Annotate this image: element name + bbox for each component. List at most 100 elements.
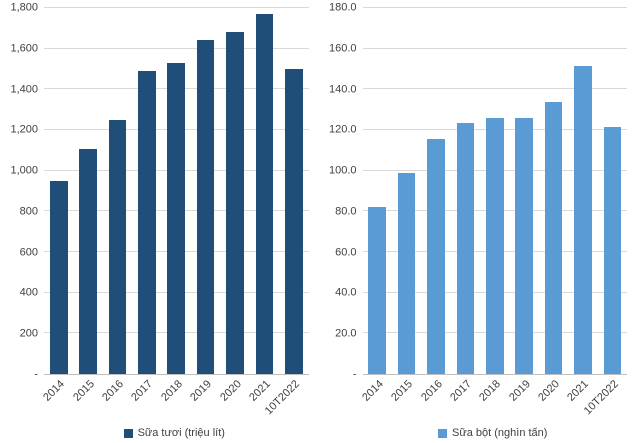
gridline	[362, 47, 627, 49]
y-tick-label: -	[352, 368, 357, 381]
bar-2019	[515, 117, 533, 374]
y-tick-label: 1,200	[10, 123, 38, 136]
y-tick-label: 1,600	[10, 42, 38, 55]
x-slot: 2019	[507, 375, 538, 423]
x-slot: 2016	[100, 375, 132, 423]
y-tick-label: 40.0	[335, 286, 357, 299]
bar-slot	[132, 8, 161, 374]
chart-sua-bot: - 20.0 40.0 60.0 80.0 100.0 120.0 140.0 160.0 180…	[319, 0, 637, 443]
bar-10T2022	[603, 126, 622, 374]
y-tick-label: -	[34, 368, 38, 381]
y-tick-label: 800	[19, 205, 38, 218]
legend-swatch	[438, 428, 448, 438]
y-tick-label: 80.0	[335, 205, 357, 218]
x-slot: 2015	[389, 375, 421, 423]
y-tick-label: 160.0	[328, 42, 357, 55]
y-tick-label: 400	[19, 286, 38, 299]
y-tick-label: 140.0	[328, 83, 357, 96]
bar-slot	[451, 8, 480, 374]
bar-series-sua-tuoi	[44, 8, 309, 374]
y-tick-label: 60.0	[335, 246, 357, 259]
bar-2020	[226, 32, 244, 374]
x-axis-label: 2015	[70, 378, 97, 404]
bar-slot	[539, 8, 568, 374]
bar-2016	[108, 119, 127, 374]
y-tick-label: 120.0	[328, 123, 357, 136]
x-axis: 2014 2015 2016 2017 2018 2019 2020 2021 10T2022	[41, 375, 309, 423]
x-axis-label: 2016	[418, 378, 445, 404]
plot-row: - 20.0 40.0 60.0 80.0 100.0 120.0 140.0 160.0 180…	[319, 2, 637, 380]
x-slot: 2015	[70, 375, 102, 423]
gridline	[44, 7, 309, 8]
x-axis-label: 2015	[389, 378, 416, 404]
bar-2015	[79, 149, 97, 374]
x-axis-label: 2021	[247, 378, 273, 404]
bar-slot	[509, 8, 538, 374]
bar-slot	[250, 8, 279, 374]
x-slot: 10T2022	[263, 375, 308, 423]
x-axis: 2014 2015 2016 2017 2018 2019 2020 2021 10T2022	[359, 375, 628, 423]
x-slot: 2017	[129, 375, 161, 423]
bar-2019	[196, 39, 215, 374]
plot-area	[44, 7, 309, 375]
x-slot: 10T2022	[582, 375, 627, 423]
gridline	[362, 7, 627, 8]
y-tick-label: 100.0	[328, 164, 357, 177]
x-axis-label: 2017	[448, 378, 474, 404]
y-axis: - 200 400 600 800 1,000 1,200 1,400 1,600 1,800	[0, 2, 44, 380]
x-slot: 2017	[448, 375, 480, 423]
y-tick-label: 200	[19, 327, 38, 340]
y-axis: - 20.0 40.0 60.0 80.0 100.0 120.0 140.0 160.0 180…	[319, 2, 363, 380]
bar-slot	[568, 8, 597, 374]
x-axis-label: 2018	[477, 378, 504, 404]
bar-series-sua-bot	[363, 8, 628, 374]
bar-2018	[167, 62, 186, 374]
x-axis-label: 2014	[359, 378, 386, 404]
legend: Sữa tươi (triệu lít)	[30, 423, 319, 443]
chart-sua-tuoi: - 200 400 600 800 1,000 1,200 1,400 1,600 1,800 2…	[0, 2, 319, 443]
bar-slot	[103, 8, 132, 374]
x-slot: 2014	[41, 375, 73, 423]
bar-slot	[220, 8, 249, 374]
y-tick-label: 600	[19, 246, 38, 259]
x-axis-label: 2020	[217, 378, 244, 404]
bar-2014	[49, 180, 68, 374]
bar-2017	[138, 71, 156, 374]
legend-label: Sữa bột (nghìn tấn)	[452, 427, 548, 439]
x-slot: 2014	[359, 375, 392, 423]
legend-swatch	[123, 428, 133, 438]
bar-slot	[162, 8, 191, 374]
legend-label: Sữa tươi (triệu lít)	[137, 427, 225, 439]
bar-10T2022	[285, 69, 303, 374]
bar-2021	[574, 65, 592, 374]
y-tick-label: 1,800	[10, 1, 38, 14]
x-axis-label: 2017	[129, 378, 156, 404]
legend: Sữa bột (nghìn tấn)	[349, 423, 637, 443]
bar-2017	[456, 122, 475, 374]
bar-2018	[485, 117, 504, 374]
bar-slot	[421, 8, 450, 374]
bar-slot	[598, 8, 627, 374]
bar-slot	[191, 8, 220, 374]
x-slot: 2019	[188, 375, 220, 423]
y-tick-label: 1,000	[10, 164, 38, 177]
x-axis-label: 2018	[158, 378, 185, 404]
y-tick-label: 20.0	[335, 327, 357, 340]
x-axis-label: 2021	[565, 378, 592, 404]
x-slot: 2016	[418, 375, 450, 423]
plot-area	[362, 7, 628, 375]
bar-slot	[44, 8, 73, 374]
bar-2016	[427, 139, 445, 374]
x-slot: 2018	[477, 375, 509, 423]
x-axis-label: 2014	[41, 378, 68, 404]
x-slot: 2018	[158, 375, 191, 423]
gridline	[44, 47, 309, 49]
bar-slot	[73, 8, 102, 374]
bar-slot	[279, 8, 308, 374]
x-axis-label: 2019	[188, 378, 215, 404]
bar-slot	[392, 8, 421, 374]
bar-slot	[480, 8, 509, 374]
plot-row: - 200 400 600 800 1,000 1,200 1,400 1,600 1,800	[0, 2, 319, 380]
x-axis-label: 2020	[536, 378, 563, 404]
